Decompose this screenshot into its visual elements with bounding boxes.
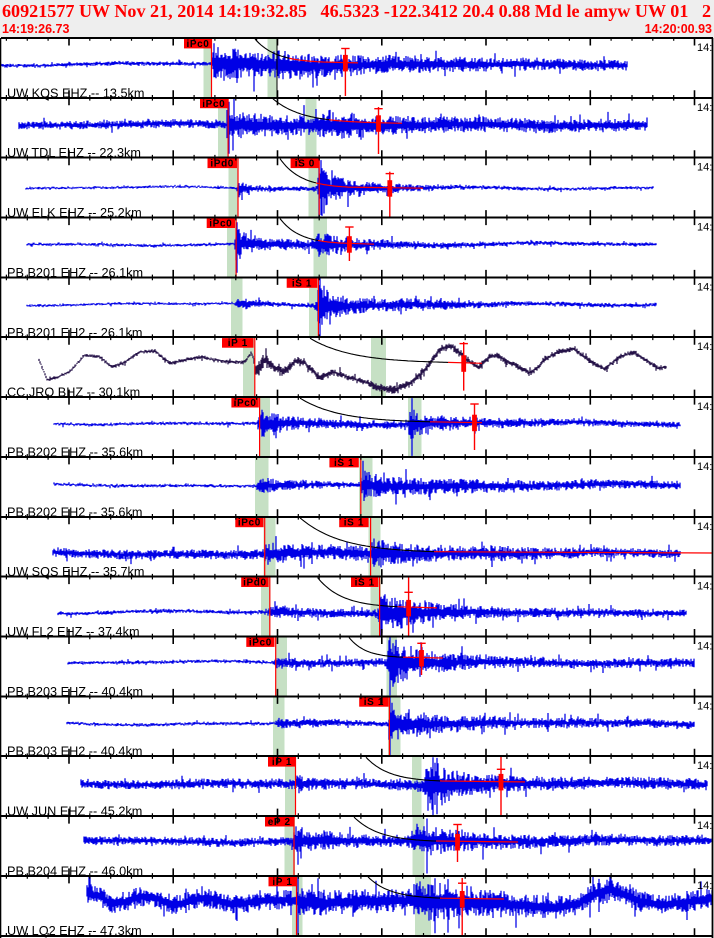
- svg-text:UW FL2 EHZ -- 37.4km: UW FL2 EHZ -- 37.4km: [7, 625, 140, 639]
- svg-text:PB.B203 EHZ -- 40.4km: PB.B203 EHZ -- 40.4km: [7, 685, 143, 699]
- svg-text:iPc0: iPc0: [234, 398, 257, 409]
- svg-text:14:: 14:: [697, 461, 712, 473]
- svg-text:14:: 14:: [697, 581, 712, 593]
- svg-text:14:: 14:: [697, 700, 712, 712]
- svg-text:PB.B201 EH2 -- 26.1km: PB.B201 EH2 -- 26.1km: [7, 326, 142, 340]
- svg-text:14:: 14:: [697, 521, 712, 533]
- svg-text:iS 1: iS 1: [334, 458, 354, 469]
- svg-text:14:: 14:: [697, 102, 712, 114]
- svg-text:14:: 14:: [697, 42, 712, 54]
- svg-text:UW KQS EHZ -- 13.5km: UW KQS EHZ -- 13.5km: [7, 86, 144, 100]
- svg-text:iPc0: iPc0: [238, 518, 261, 529]
- svg-text:PB.B204 EHZ -- 46.0km: PB.B204 EHZ -- 46.0km: [7, 864, 143, 878]
- svg-text:iS 1: iS 1: [344, 518, 364, 529]
- svg-text:iPd0: iPd0: [243, 578, 267, 589]
- svg-text:14:: 14:: [697, 341, 712, 353]
- svg-text:iS 1: iS 1: [364, 697, 384, 708]
- svg-text:UW LQ2 EHZ -- 47.3km: UW LQ2 EHZ -- 47.3km: [7, 924, 142, 938]
- svg-text:14:19:26.73: 14:19:26.73: [2, 22, 69, 36]
- svg-text:UW ELK EHZ -- 25.2km: UW ELK EHZ -- 25.2km: [7, 206, 142, 220]
- svg-text:UW SQS EHZ -- 35.7km: UW SQS EHZ -- 35.7km: [7, 565, 144, 579]
- svg-text:iS 0: iS 0: [295, 159, 315, 170]
- svg-text:14:: 14:: [697, 820, 712, 832]
- svg-text:iPc0: iPc0: [249, 637, 272, 648]
- svg-text:PB.B202 EHZ -- 35.6km: PB.B202 EHZ -- 35.6km: [7, 445, 143, 459]
- svg-text:14:: 14:: [697, 401, 712, 413]
- svg-text:14:: 14:: [697, 641, 712, 653]
- svg-text:60921577 UW Nov 21, 2014 14:19: 60921577 UW Nov 21, 2014 14:19:32.85 46.…: [2, 1, 711, 21]
- svg-text:iS 1: iS 1: [355, 578, 375, 589]
- svg-text:iP 1: iP 1: [272, 877, 292, 888]
- svg-text:PB.B203 EH2 -- 40.4km: PB.B203 EH2 -- 40.4km: [7, 745, 142, 759]
- svg-text:UW TDL EHZ -- 22.3km: UW TDL EHZ -- 22.3km: [7, 146, 141, 160]
- svg-text:iPc0: iPc0: [187, 39, 210, 50]
- svg-text:iPc0: iPc0: [202, 99, 225, 110]
- svg-text:14:20:00.93: 14:20:00.93: [645, 22, 712, 36]
- svg-text:iPd0: iPd0: [210, 159, 234, 170]
- svg-text:iPc0: iPc0: [209, 219, 232, 230]
- svg-text:iP 1: iP 1: [272, 757, 292, 768]
- svg-text:14:: 14:: [697, 222, 712, 234]
- svg-text:CC JRO BHZ -- 30.1km: CC JRO BHZ -- 30.1km: [7, 386, 140, 400]
- svg-text:PB.B202 EH2 -- 35.6km: PB.B202 EH2 -- 35.6km: [7, 505, 142, 519]
- svg-text:PB.B201 EHZ -- 26.1km: PB.B201 EHZ -- 26.1km: [7, 266, 143, 280]
- svg-text:eP 2: eP 2: [268, 817, 291, 828]
- svg-text:14:: 14:: [697, 760, 712, 772]
- svg-text:iP 1: iP 1: [228, 338, 248, 349]
- svg-text:UW JUN EHZ -- 45.2km: UW JUN EHZ -- 45.2km: [7, 805, 142, 819]
- svg-text:14:: 14:: [697, 162, 712, 174]
- svg-text:14:: 14:: [697, 880, 712, 892]
- svg-text:iS 1: iS 1: [292, 278, 312, 289]
- svg-text:14:: 14:: [697, 281, 712, 293]
